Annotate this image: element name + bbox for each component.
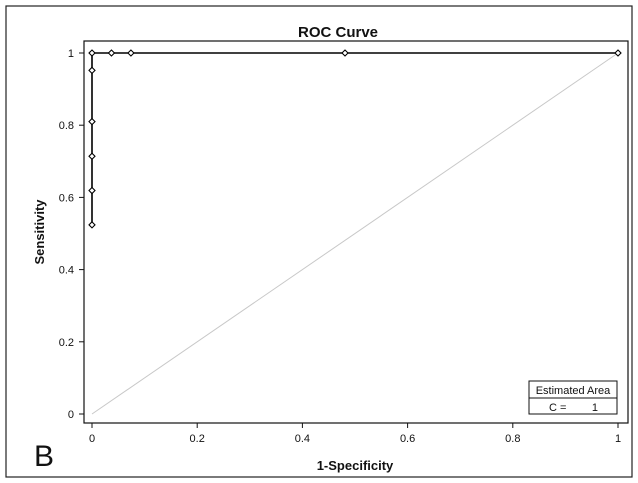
area-inset-value: 1 [592, 402, 598, 414]
roc-point [88, 152, 96, 161]
y-tick-label: 0.2 [59, 337, 74, 349]
x-axis: 0 0.2 0.4 0.6 0.8 1 [89, 423, 621, 445]
chart-title: ROC Curve [298, 24, 378, 41]
roc-point [88, 221, 96, 229]
y-tick-label: 0 [68, 409, 74, 421]
y-tick-label: 0.4 [59, 265, 74, 277]
plot-frame [83, 40, 629, 424]
y-axis: 0 0.2 0.4 0.6 0.8 1 [59, 48, 84, 421]
x-tick-label: 0.2 [190, 433, 205, 445]
diagonal-reference-line [91, 52, 619, 415]
roc-point [88, 186, 96, 195]
roc-point [127, 49, 135, 57]
panel-label: B [34, 440, 55, 473]
x-tick-label: 0 [89, 433, 95, 445]
roc-series-line [91, 52, 618, 225]
roc-point [88, 49, 96, 57]
x-tick-label: 1 [615, 433, 621, 445]
area-inset-label: C = [549, 402, 566, 414]
y-tick-label: 0.6 [59, 192, 74, 204]
x-tick-label: 0.6 [400, 433, 415, 445]
y-tick-label: 1 [68, 48, 74, 60]
figure-border [5, 5, 633, 478]
y-axis-label: Sensitivity [32, 199, 47, 265]
y-tick-label: 0.8 [59, 120, 74, 132]
area-inset: Estimated Area C = 1 [528, 380, 618, 415]
x-tick-label: 0.4 [295, 433, 310, 445]
x-axis-label: 1-Specificity [317, 458, 394, 473]
roc-point [614, 49, 622, 57]
roc-series [88, 49, 622, 229]
x-tick-label: 0.8 [505, 433, 520, 445]
area-inset-title: Estimated Area [536, 385, 611, 397]
roc-point [341, 49, 349, 57]
roc-point [107, 49, 116, 57]
roc-point [88, 66, 96, 75]
roc-point [88, 117, 96, 126]
